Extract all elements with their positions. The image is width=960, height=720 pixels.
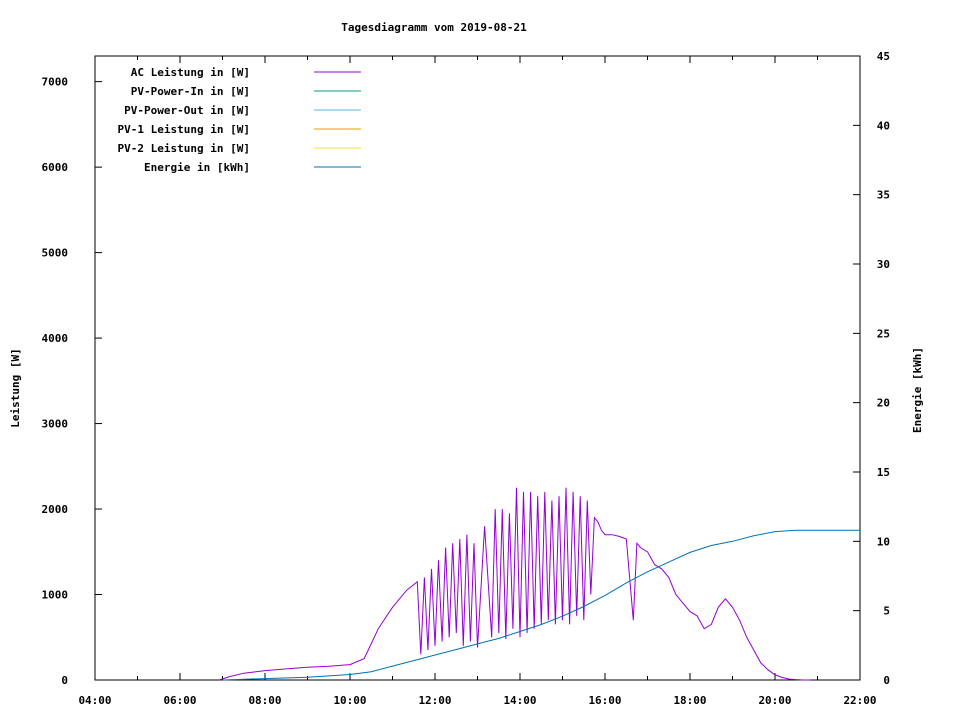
x-tick-label: 10:00 xyxy=(333,694,366,707)
y-tick-label: 4000 xyxy=(42,332,69,345)
x-tick-label: 12:00 xyxy=(418,694,451,707)
y2-tick-label: 30 xyxy=(877,258,890,271)
y2-tick-label: 5 xyxy=(883,605,890,618)
y2-tick-label: 10 xyxy=(877,535,890,548)
y2-tick-label: 15 xyxy=(877,466,890,479)
y-tick-label: 6000 xyxy=(42,161,69,174)
x-tick-label: 18:00 xyxy=(673,694,706,707)
y-tick-label: 0 xyxy=(61,674,68,687)
series-line-5 xyxy=(222,529,860,681)
chart-title: Tagesdiagramm vom 2019-08-21 xyxy=(341,21,527,34)
x-tick-label: 14:00 xyxy=(503,694,536,707)
x-tick-label: 08:00 xyxy=(248,694,281,707)
series-layer xyxy=(218,487,860,681)
legend: AC Leistung in [W] PV-Power-In in [W] PV-P… xyxy=(118,66,361,174)
y-axis-label: Leistung [W] xyxy=(9,348,22,427)
x-tick-label: 20:00 xyxy=(758,694,791,707)
legend-label: PV-Power-In in [W] xyxy=(131,85,250,98)
legend-label: AC Leistung in [W] xyxy=(131,66,250,79)
x-tick-label: 04:00 xyxy=(78,694,111,707)
ticks-layer: 04:00 06:00 08:00 10:00 12:00 14:00 16:00 18:00… xyxy=(42,50,891,707)
x-tick-label: 06:00 xyxy=(163,694,196,707)
y2-tick-label: 25 xyxy=(877,327,890,340)
x-tick-label: 16:00 xyxy=(588,694,621,707)
legend-label: Energie in [kWh] xyxy=(144,161,250,174)
series-line-0 xyxy=(218,487,811,681)
y2-tick-label: 20 xyxy=(877,397,890,410)
y-tick-label: 3000 xyxy=(42,418,69,431)
x-tick-label: 22:00 xyxy=(843,694,876,707)
y2-tick-label: 45 xyxy=(877,50,890,63)
legend-label: PV-1 Leistung in [W] xyxy=(118,123,250,136)
y2-tick-label: 40 xyxy=(877,119,890,132)
y-tick-label: 1000 xyxy=(42,589,69,602)
y-tick-label: 5000 xyxy=(42,247,69,260)
y2-axis-label: Energie [kWh] xyxy=(911,347,924,433)
y2-tick-label: 35 xyxy=(877,189,890,202)
legend-label: PV-Power-Out in [W] xyxy=(124,104,250,117)
y2-tick-label: 0 xyxy=(883,674,890,687)
legend-label: PV-2 Leistung in [W] xyxy=(118,142,250,155)
y-tick-label: 2000 xyxy=(42,503,69,516)
y-tick-label: 7000 xyxy=(42,76,69,89)
